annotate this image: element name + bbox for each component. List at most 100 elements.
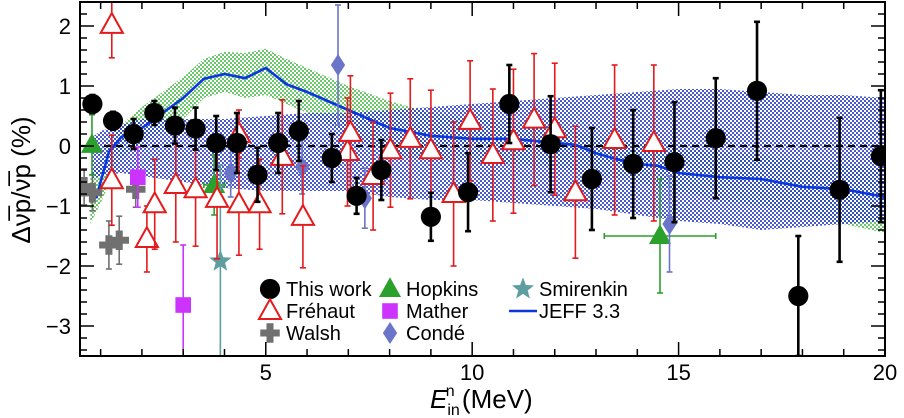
data-point-fre-haut: [163, 171, 189, 195]
data-point-fre-haut: [457, 107, 483, 130]
legend-marker: [257, 297, 283, 321]
x-axis-title-unit: (MeV): [455, 384, 533, 414]
series-hopkins: [80, 114, 717, 294]
legend-marker: [511, 277, 535, 299]
x-tick-label: 10: [460, 360, 484, 385]
data-point-this-work: [788, 285, 809, 307]
legend-item-this-work: This work: [259, 278, 373, 301]
legend-marker: [260, 323, 280, 343]
data-point-fre-haut: [337, 119, 364, 142]
legend-label: Mather: [406, 301, 469, 323]
data-point-hopkins: [80, 133, 104, 153]
legend-marker: [378, 277, 402, 298]
data-point-this-work: [581, 168, 602, 190]
data-point-this-work: [499, 93, 520, 115]
data-point-this-work: [321, 147, 342, 169]
data-point-fre-haut: [99, 11, 125, 34]
legend-item-mather: Mather: [382, 301, 469, 323]
data-point-fre-haut: [601, 126, 628, 150]
data-point-this-work: [123, 123, 144, 145]
data-point-fre-haut: [290, 203, 316, 226]
legend-label: Fréhaut: [286, 301, 355, 323]
data-point-fre-haut: [334, 138, 361, 162]
legend-marker: [382, 321, 398, 345]
data-series: [80, 2, 885, 356]
x-tick-label: 15: [666, 360, 690, 385]
x-axis-title: Ein n (MeV): [430, 383, 533, 418]
data-point-mather: [175, 297, 192, 313]
legend-item-walsh: Walsh: [260, 323, 341, 345]
legend-item-smirenkin: Smirenkin: [511, 277, 628, 301]
curve-jeff-3-3: [89, 66, 885, 199]
y-tick-label: 0: [59, 134, 71, 159]
data-point-this-work: [540, 134, 561, 155]
data-point-mather: [129, 169, 146, 185]
data-point-fre-haut: [377, 136, 404, 160]
data-point-this-work: [226, 132, 247, 154]
data-point-this-work: [746, 80, 768, 101]
data-point-fre-haut: [641, 129, 667, 153]
data-point-fre-haut: [397, 125, 424, 148]
data-point-this-work: [144, 102, 165, 124]
y-tick-label: −3: [46, 314, 71, 339]
data-point-this-work: [82, 93, 103, 115]
y-tick-label: −1: [46, 194, 71, 219]
data-point-this-work: [247, 164, 268, 185]
data-point-this-work: [420, 206, 441, 227]
y-tick-label: 1: [59, 74, 71, 99]
data-point-walsh: [125, 179, 146, 199]
legend-marker: [382, 303, 398, 319]
legend-marker: [259, 278, 281, 300]
series-jeff-3-3: [89, 66, 885, 199]
legend-label: Condé: [406, 323, 465, 345]
data-point-this-work: [457, 182, 479, 203]
data-point-this-work: [268, 132, 289, 154]
data-point-conde: [330, 53, 346, 77]
series-this-work: [82, 20, 885, 356]
plot-frame: [79, 1, 886, 357]
data-point-fre-haut: [226, 190, 252, 214]
y-tick-label: 2: [59, 14, 71, 39]
data-point-fre-haut: [204, 185, 230, 208]
data-point-conde: [223, 161, 238, 185]
x-tick-label: 5: [260, 360, 272, 385]
data-point-fre-haut: [521, 105, 547, 129]
legend-label: Walsh: [286, 323, 341, 345]
legend-label: Smirenkin: [539, 279, 628, 301]
data-point-fre-haut: [418, 136, 444, 160]
legend-item-hopkins: Hopkins: [378, 277, 478, 301]
data-point-fre-haut: [562, 178, 589, 202]
data-point-walsh: [109, 230, 129, 250]
data-point-this-work: [164, 115, 186, 136]
data-point-this-work: [870, 146, 885, 167]
data-point-fre-haut: [99, 166, 125, 190]
data-point-smirenkin: [209, 249, 232, 271]
legend-item-fre-haut: Fréhaut: [257, 297, 355, 323]
data-point-this-work: [664, 152, 685, 173]
legend-label: JEFF 3.3: [539, 301, 620, 323]
data-point-this-work: [206, 132, 227, 154]
data-point-this-work: [705, 128, 726, 149]
data-point-this-work: [623, 153, 644, 175]
x-tick-label: 20: [873, 360, 897, 385]
x-axis-title-sup: n: [446, 383, 455, 400]
data-point-fre-haut: [182, 175, 209, 199]
series-mather: [129, 146, 192, 356]
data-point-fre-haut: [141, 190, 168, 214]
y-axis-title: Δν̅p/ν̅p (%): [6, 116, 36, 243]
data-point-fre-haut: [480, 141, 506, 165]
data-point-fre-haut: [134, 225, 160, 249]
legend-label: This work: [286, 279, 373, 301]
data-point-walsh: [82, 183, 103, 203]
data-point-this-work: [288, 120, 309, 142]
legend-item-jeff-3-3: JEFF 3.3: [509, 301, 620, 323]
data-point-walsh: [99, 235, 119, 255]
data-point-this-work: [371, 159, 392, 181]
data-point-this-work: [346, 185, 367, 206]
legend-label: Hopkins: [406, 279, 478, 301]
y-tick-label: −2: [46, 254, 71, 279]
x-axis-title-sub: in: [447, 402, 459, 418]
data-point-this-work: [185, 118, 206, 139]
